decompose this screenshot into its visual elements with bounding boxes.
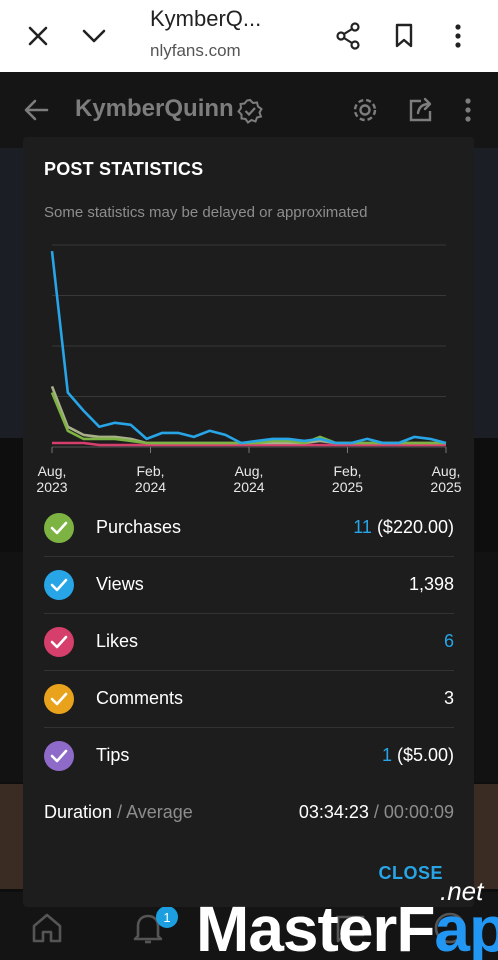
post-statistics-dialog: POST STATISTICS Some statistics may be d… <box>23 137 474 907</box>
browser-toolbar: KymberQ... nlyfans.com <box>0 0 498 72</box>
check-icon <box>44 741 74 771</box>
stat-value: 1,398 <box>409 574 454 595</box>
stat-label: Views <box>96 574 144 594</box>
bell-icon[interactable] <box>128 908 168 948</box>
avatar-icon[interactable] <box>430 908 470 948</box>
chart-series-line <box>50 385 446 445</box>
duration-value: 03:34:23 / 00:00:09 <box>299 802 454 823</box>
stat-value: 11 ($220.00) <box>353 517 454 538</box>
share-icon[interactable] <box>403 92 439 128</box>
duration-average: 00:00:09 <box>383 802 454 822</box>
more-vertical-icon[interactable] <box>438 16 478 56</box>
close-icon[interactable] <box>18 16 58 56</box>
stat-row-tips: Tips 1 ($5.00) <box>44 728 454 785</box>
check-icon <box>44 570 74 600</box>
more-vertical-icon[interactable] <box>450 92 486 128</box>
stat-label: Purchases <box>96 517 182 537</box>
watermark-logo: MasterFap <box>196 893 498 960</box>
chart-x-tick-label: Aug, 2025 <box>430 463 462 495</box>
stat-row-comments: Comments 3 <box>44 671 454 728</box>
statistics-chart: Aug, 2023 Feb, 2024 Aug, 2024 Feb, 2025 Aug,… <box>36 237 462 497</box>
dialog-title: POST STATISTICS <box>44 159 204 179</box>
duration-total: 03:34:23 <box>298 802 369 822</box>
home-icon[interactable] <box>27 908 67 948</box>
chart-svg <box>50 244 447 453</box>
stat-extra: ($5.00) <box>391 745 454 765</box>
gear-icon[interactable] <box>347 92 383 128</box>
stat-label: Tips <box>96 745 130 765</box>
dialog-subtitle: Some statistics may be delayed or approx… <box>44 204 368 221</box>
verified-icon <box>232 93 268 129</box>
chart-x-tick-label: Feb, 2024 <box>134 463 167 495</box>
chart-series-line <box>52 441 446 447</box>
notification-badge: 1 <box>156 906 178 928</box>
duration-row: Duration / Average 03:34:23 / 00:00:09 <box>44 802 454 826</box>
browser-page-title: KymberQ... <box>150 6 262 31</box>
stat-row-likes: Likes 6 <box>44 614 454 671</box>
average-label-text: Average <box>126 802 193 822</box>
stat-count: 11 <box>353 517 372 537</box>
stat-value: 6 <box>444 631 454 652</box>
stat-label: Comments <box>96 688 184 708</box>
profile-header: KymberQuinn <box>0 72 498 148</box>
stat-count: 1,398 <box>408 574 454 594</box>
chart-x-tick-label: Aug, 2023 <box>36 463 68 495</box>
duration-separator: / <box>112 802 127 822</box>
watermark-suffix: .net <box>440 876 484 906</box>
message-icon[interactable] <box>330 908 370 948</box>
back-arrow-icon[interactable] <box>18 92 54 128</box>
check-icon <box>44 684 74 714</box>
stat-value: 1 ($5.00) <box>382 745 454 766</box>
stat-count: 3 <box>443 688 454 708</box>
close-button[interactable]: CLOSE <box>378 863 443 883</box>
chart-x-tick-label: Aug, 2024 <box>233 463 265 495</box>
share-icon[interactable] <box>328 16 368 56</box>
stat-row-purchases: Purchases 11 ($220.00) <box>44 500 454 557</box>
stat-extra: ($220.00) <box>371 517 454 537</box>
check-icon <box>44 513 74 543</box>
check-icon <box>44 627 74 657</box>
stat-count: 6 <box>443 631 454 651</box>
chart-series-line <box>50 250 447 445</box>
duration-value-separator: / <box>368 802 384 822</box>
stat-value: 3 <box>444 688 454 709</box>
stat-row-views: Views 1,398 <box>44 557 454 614</box>
duration-label: Duration / Average <box>44 802 193 823</box>
chart-x-tick-label: Feb, 2025 <box>331 463 364 495</box>
duration-label-text: Duration <box>44 802 113 822</box>
profile-name: KymberQuinn <box>75 95 234 122</box>
browser-url[interactable]: nlyfans.com <box>150 41 241 60</box>
stat-label: Likes <box>96 631 139 651</box>
chevron-down-icon[interactable] <box>74 16 114 56</box>
chart-series-line <box>50 392 446 445</box>
bookmark-icon[interactable] <box>384 16 424 56</box>
stat-count: 1 <box>381 745 392 765</box>
